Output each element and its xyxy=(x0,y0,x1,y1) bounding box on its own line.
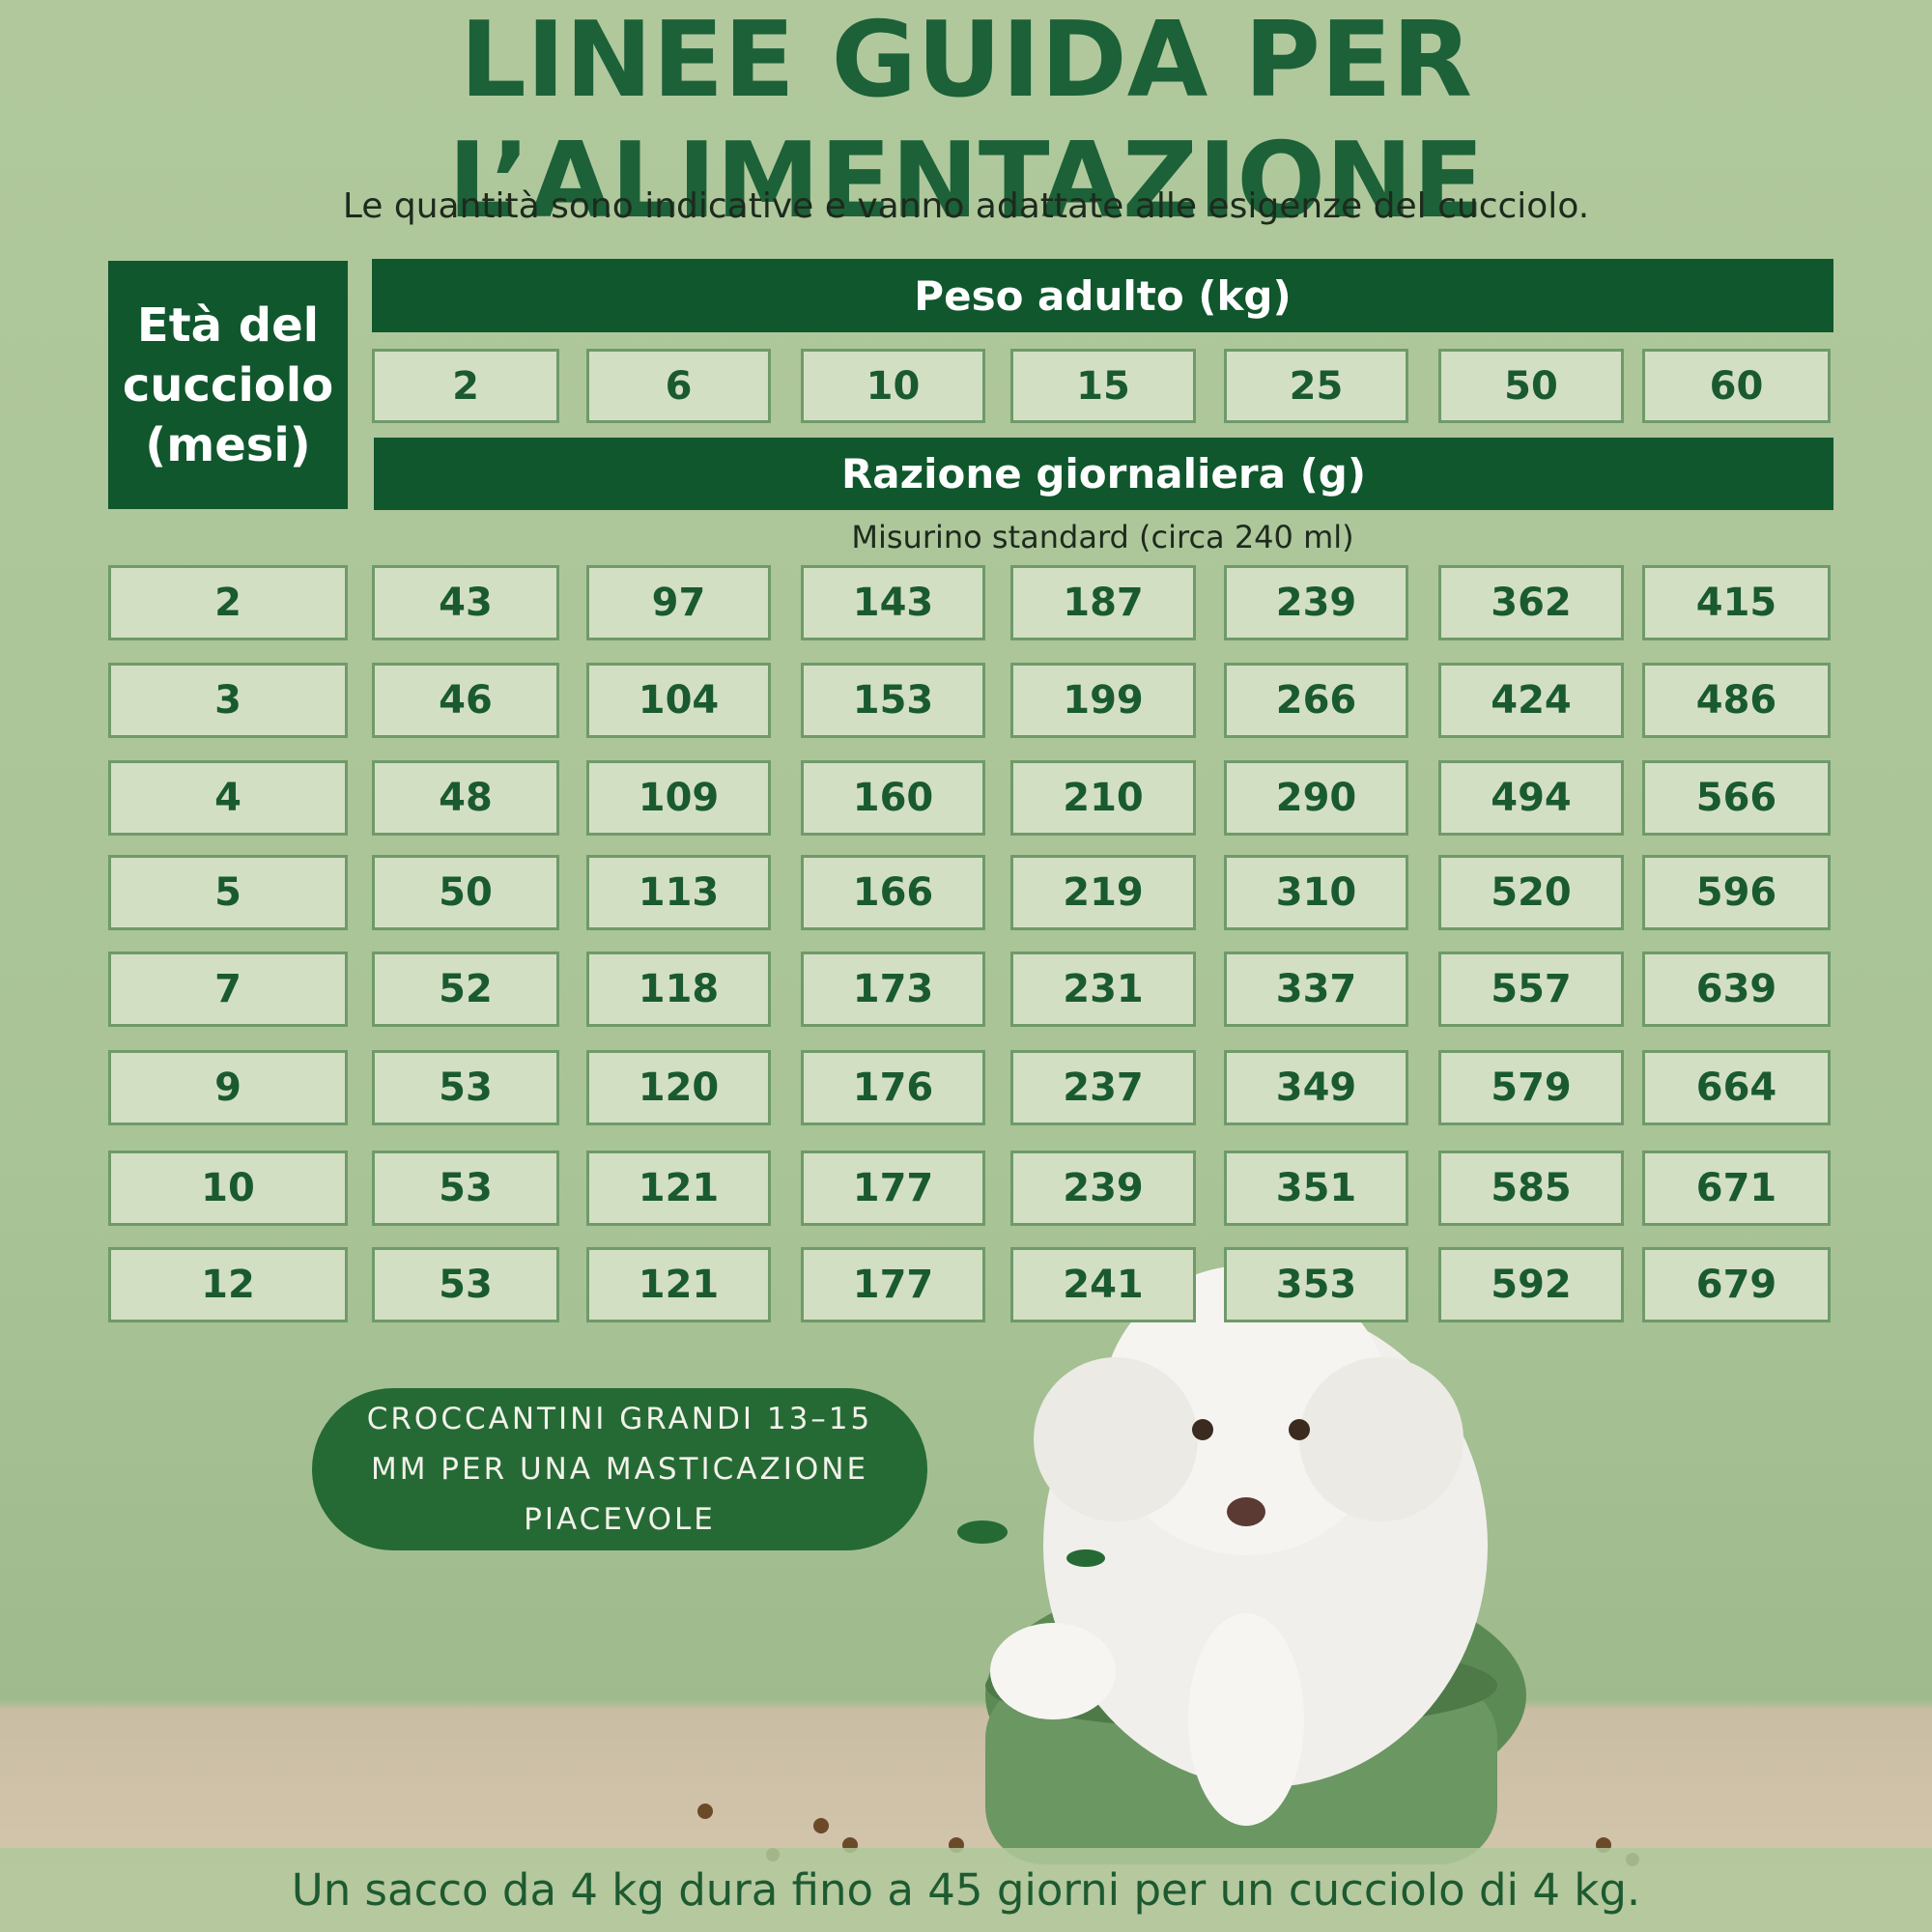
ration-cell: 486 xyxy=(1642,663,1831,738)
ration-cell: 310 xyxy=(1224,855,1408,930)
ration-cell: 219 xyxy=(1010,855,1196,930)
ration-cell: 48 xyxy=(372,760,559,836)
ration-cell: 176 xyxy=(801,1050,985,1125)
ration-cell: 199 xyxy=(1010,663,1196,738)
ration-cell: 153 xyxy=(801,663,985,738)
weight-cell: 6 xyxy=(586,349,771,423)
ration-cell: 143 xyxy=(801,565,985,640)
title: LINEE GUIDA PER L’ALIMENTAZIONE xyxy=(447,0,1485,242)
age-header: Età del cucciolo (mesi) xyxy=(108,261,348,509)
footer-note: Un sacco da 4 kg dura fino a 45 giorni p… xyxy=(0,1848,1932,1932)
ration-cell: 231 xyxy=(1010,952,1196,1027)
ration-cell: 166 xyxy=(801,855,985,930)
ration-cell: 362 xyxy=(1438,565,1624,640)
ration-note: Misurino standard (circa 240 ml) xyxy=(851,519,1354,555)
ration-cell: 104 xyxy=(586,663,771,738)
ration-cell: 566 xyxy=(1642,760,1831,836)
ration-cell: 671 xyxy=(1642,1151,1831,1226)
weight-cell: 50 xyxy=(1438,349,1624,423)
age-cell: 4 xyxy=(108,760,348,836)
ration-cell: 173 xyxy=(801,952,985,1027)
ration-cell: 266 xyxy=(1224,663,1408,738)
ration-cell: 579 xyxy=(1438,1050,1624,1125)
ration-cell: 46 xyxy=(372,663,559,738)
age-cell: 10 xyxy=(108,1151,348,1226)
ration-cell: 424 xyxy=(1438,663,1624,738)
ration-cell: 596 xyxy=(1642,855,1831,930)
ration-cell: 53 xyxy=(372,1050,559,1125)
age-cell: 2 xyxy=(108,565,348,640)
ration-cell: 353 xyxy=(1224,1247,1408,1322)
ration-cell: 664 xyxy=(1642,1050,1831,1125)
ration-cell: 187 xyxy=(1010,565,1196,640)
age-cell: 7 xyxy=(108,952,348,1027)
ration-cell: 177 xyxy=(801,1151,985,1226)
ration-cell: 120 xyxy=(586,1050,771,1125)
ration-cell: 351 xyxy=(1224,1151,1408,1226)
ration-header: Razione giornaliera (g) xyxy=(374,438,1833,510)
ration-cell: 239 xyxy=(1010,1151,1196,1226)
weight-cell: 2 xyxy=(372,349,559,423)
puppy-illustration xyxy=(697,1265,1639,1866)
ration-cell: 109 xyxy=(586,760,771,836)
weight-cell: 25 xyxy=(1224,349,1408,423)
weight-cell: 10 xyxy=(801,349,985,423)
age-cell: 5 xyxy=(108,855,348,930)
ration-cell: 97 xyxy=(586,565,771,640)
ration-cell: 337 xyxy=(1224,952,1408,1027)
ration-cell: 53 xyxy=(372,1151,559,1226)
ration-cell: 160 xyxy=(801,760,985,836)
ration-cell: 520 xyxy=(1438,855,1624,930)
ration-cell: 50 xyxy=(372,855,559,930)
weight-cell: 15 xyxy=(1010,349,1196,423)
ration-cell: 239 xyxy=(1224,565,1408,640)
ration-cell: 592 xyxy=(1438,1247,1624,1322)
ration-cell: 53 xyxy=(372,1247,559,1322)
ration-cell: 121 xyxy=(586,1151,771,1226)
ration-cell: 237 xyxy=(1010,1050,1196,1125)
ration-cell: 52 xyxy=(372,952,559,1027)
age-cell: 3 xyxy=(108,663,348,738)
ration-cell: 210 xyxy=(1010,760,1196,836)
ration-cell: 679 xyxy=(1642,1247,1831,1322)
ration-cell: 585 xyxy=(1438,1151,1624,1226)
callout-bubble: CROCCANTINI GRANDI 13–15 MM PER UNA MAST… xyxy=(312,1388,927,1550)
subtitle: Le quantità sono indicative e vanno adat… xyxy=(342,185,1590,226)
ration-cell: 113 xyxy=(586,855,771,930)
ration-cell: 494 xyxy=(1438,760,1624,836)
age-cell: 12 xyxy=(108,1247,348,1322)
ration-cell: 177 xyxy=(801,1247,985,1322)
weight-header: Peso adulto (kg) xyxy=(372,259,1833,332)
age-cell: 9 xyxy=(108,1050,348,1125)
ration-cell: 349 xyxy=(1224,1050,1408,1125)
ration-cell: 118 xyxy=(586,952,771,1027)
ration-cell: 290 xyxy=(1224,760,1408,836)
ration-cell: 121 xyxy=(586,1247,771,1322)
weight-cell: 60 xyxy=(1642,349,1831,423)
ration-cell: 415 xyxy=(1642,565,1831,640)
ration-cell: 241 xyxy=(1010,1247,1196,1322)
ration-cell: 557 xyxy=(1438,952,1624,1027)
ration-cell: 43 xyxy=(372,565,559,640)
ration-cell: 639 xyxy=(1642,952,1831,1027)
